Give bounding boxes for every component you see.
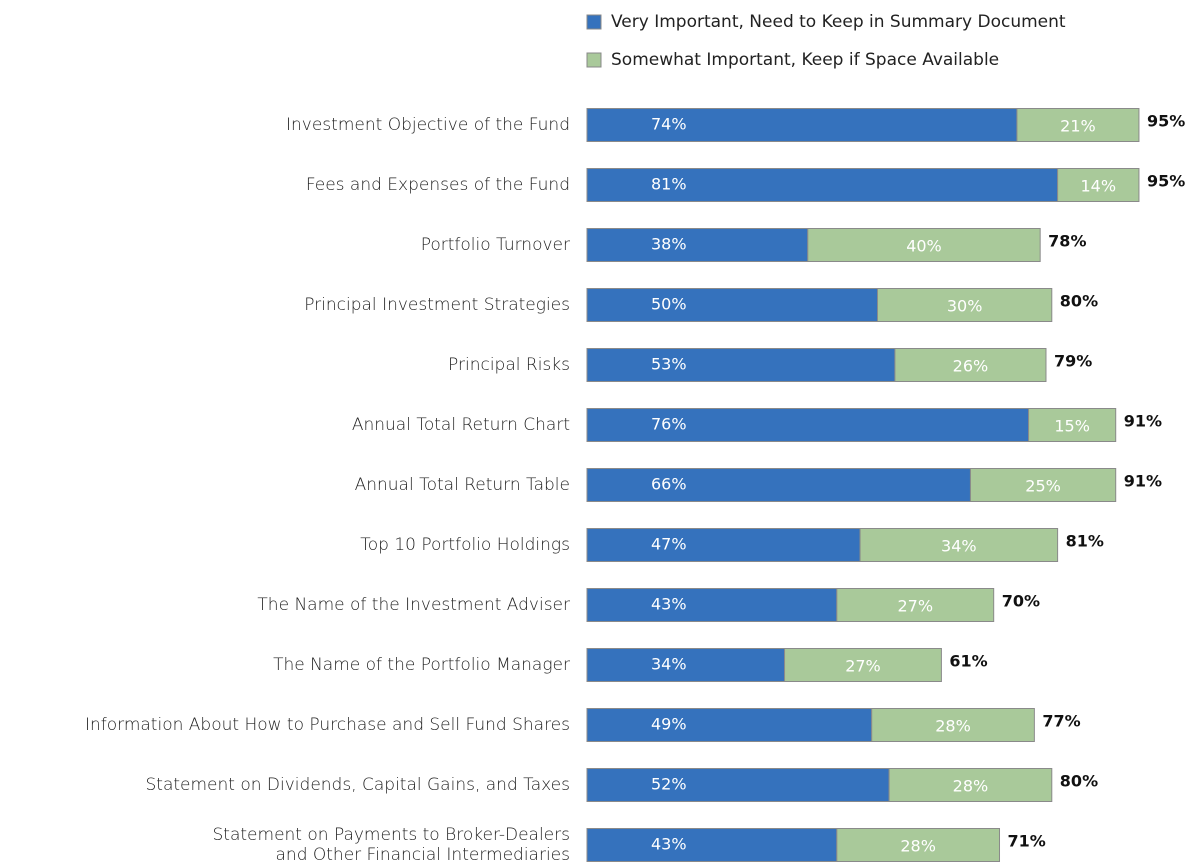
value-label: 27% xyxy=(845,657,881,676)
value-label: 38% xyxy=(651,235,687,254)
legend-label: Very Important, Need to Keep in Summary … xyxy=(611,12,1066,32)
value-label: 34% xyxy=(651,655,687,674)
bar-segment xyxy=(784,648,942,682)
value-label: 43% xyxy=(651,595,687,614)
total-label: 77% xyxy=(1042,712,1080,731)
value-label: 30% xyxy=(947,297,983,316)
total-label: 80% xyxy=(1060,292,1098,311)
bar-segment xyxy=(807,228,1041,262)
bar-segment xyxy=(1057,168,1140,202)
value-label: 43% xyxy=(651,835,687,854)
bar-segment xyxy=(586,288,878,322)
bar-segment xyxy=(836,828,1001,862)
value-label: 28% xyxy=(953,777,989,796)
bar-segment xyxy=(586,588,838,622)
value-label: 53% xyxy=(651,355,687,374)
legend-label: Somewhat Important, Keep if Space Availa… xyxy=(611,50,999,70)
total-label: 81% xyxy=(1066,532,1104,551)
value-label: 25% xyxy=(1025,477,1061,496)
bar-segment xyxy=(871,708,1035,742)
total-label: 70% xyxy=(1002,592,1040,611)
total-label: 91% xyxy=(1124,472,1162,491)
bar-segment xyxy=(1028,408,1117,442)
category-label: The Name of the Investment Adviser xyxy=(257,595,570,615)
total-label: 79% xyxy=(1054,352,1092,371)
value-label: 21% xyxy=(1060,117,1096,136)
value-label: 52% xyxy=(651,775,687,794)
value-label: 27% xyxy=(897,597,933,616)
total-label: 71% xyxy=(1008,832,1046,851)
value-label: 28% xyxy=(935,717,971,736)
value-label: 28% xyxy=(900,837,936,856)
value-label: 34% xyxy=(941,537,977,556)
bar-segment xyxy=(586,468,971,502)
value-label: 49% xyxy=(651,715,687,734)
category-label: Annual Total Return Chart xyxy=(352,415,570,435)
value-label: 66% xyxy=(651,475,687,494)
value-label: 14% xyxy=(1080,177,1116,196)
total-label: 61% xyxy=(949,652,987,671)
category-label: The Name of the Portfolio Manager xyxy=(273,655,570,675)
bar-segment xyxy=(586,408,1030,442)
value-label: 26% xyxy=(953,357,989,376)
bar-segment xyxy=(586,348,896,382)
category-label-line: and Other Financial Intermediaries xyxy=(276,845,571,863)
total-label: 80% xyxy=(1060,772,1098,791)
legend-swatch xyxy=(586,52,602,68)
bar-segment xyxy=(877,288,1053,322)
category-label: Annual Total Return Table xyxy=(355,475,570,495)
value-label: 76% xyxy=(651,415,687,434)
bar-segment xyxy=(586,828,838,862)
category-label: Statement on Dividends, Capital Gains, a… xyxy=(145,775,570,795)
category-label: Statement on Payments to Broker-Dealers a… xyxy=(213,825,570,863)
total-label: 91% xyxy=(1124,412,1162,431)
category-label: Information About How to Purchase and Se… xyxy=(85,715,570,735)
category-label: Investment Objective of the Fund xyxy=(286,115,570,135)
category-label: Fees and Expenses of the Fund xyxy=(306,175,570,195)
category-label: Principal Risks xyxy=(448,355,570,375)
category-label: Principal Investment Strategies xyxy=(304,295,570,315)
bar-segment xyxy=(969,468,1117,502)
value-label: 15% xyxy=(1054,417,1090,436)
category-label: Top 10 Portfolio Holdings xyxy=(360,535,570,555)
bar-segment xyxy=(586,708,873,742)
value-label: 50% xyxy=(651,295,687,314)
bar-segment xyxy=(859,528,1059,562)
total-label: 95% xyxy=(1147,112,1185,131)
bar-segment xyxy=(586,228,809,262)
bar-segment xyxy=(1016,108,1140,142)
value-label: 40% xyxy=(906,237,942,256)
value-label: 74% xyxy=(651,115,687,134)
total-label: 95% xyxy=(1147,172,1185,191)
bar-segment xyxy=(888,768,1053,802)
bar-segment xyxy=(586,168,1059,202)
legend-swatch xyxy=(586,14,602,30)
bar-segment xyxy=(894,348,1047,382)
total-label: 78% xyxy=(1048,232,1086,251)
bar-segment xyxy=(836,588,995,622)
bar-segment xyxy=(586,528,861,562)
category-label-line: Statement on Payments to Broker-Dealers xyxy=(213,825,570,845)
bar-segment xyxy=(586,648,786,682)
category-label: Portfolio Turnover xyxy=(421,235,570,255)
value-label: 81% xyxy=(651,175,687,194)
bar-segment xyxy=(586,768,890,802)
value-label: 47% xyxy=(651,535,687,554)
bar-segment xyxy=(586,108,1018,142)
